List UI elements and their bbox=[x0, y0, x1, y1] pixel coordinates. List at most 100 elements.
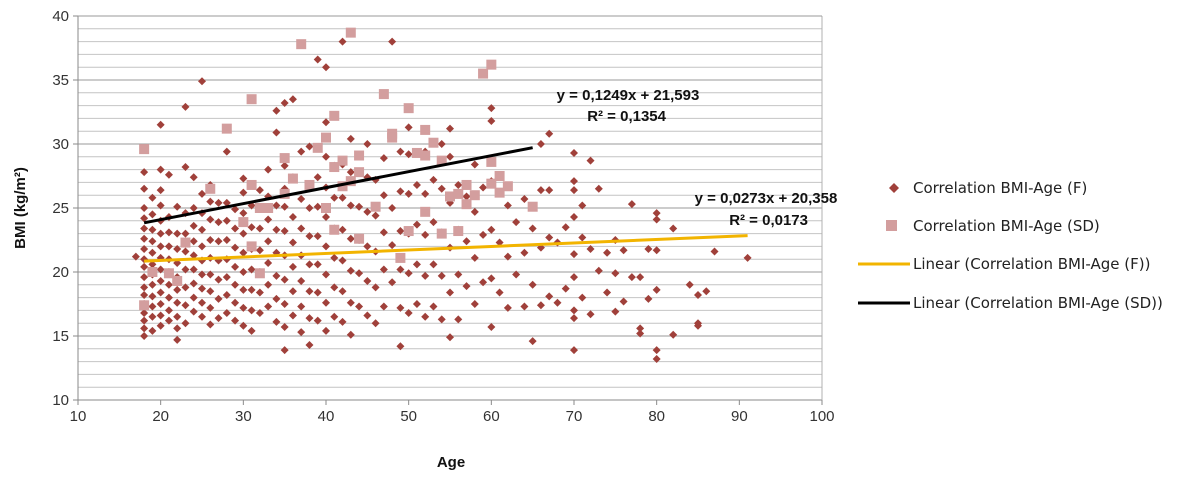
data-point-f bbox=[206, 215, 215, 224]
data-point-f bbox=[272, 201, 281, 210]
data-point-f bbox=[437, 184, 446, 193]
data-point-sd bbox=[469, 190, 480, 201]
data-point-f bbox=[255, 186, 264, 195]
data-point-f bbox=[140, 291, 149, 300]
data-point-f bbox=[520, 302, 529, 311]
data-point-f bbox=[636, 329, 645, 338]
data-point-f bbox=[206, 303, 215, 312]
data-point-f bbox=[140, 308, 149, 317]
data-point-f bbox=[156, 288, 165, 297]
data-point-f bbox=[313, 316, 322, 325]
data-point-f bbox=[156, 242, 165, 251]
data-point-f bbox=[164, 242, 173, 251]
data-point-f bbox=[140, 273, 149, 282]
data-point-f bbox=[173, 202, 182, 211]
data-point-f bbox=[570, 177, 578, 186]
data-point-sd bbox=[436, 228, 447, 239]
data-point-sd bbox=[403, 226, 414, 237]
data-point-f bbox=[644, 294, 653, 303]
data-point-f bbox=[305, 232, 314, 241]
data-point-f bbox=[371, 319, 380, 328]
x-tick-labels: 10 20 30 40 50 60 70 80 90 100 bbox=[70, 400, 835, 425]
data-point-f bbox=[396, 227, 405, 236]
data-point-f bbox=[198, 77, 206, 86]
x-tick-label: 90 bbox=[731, 408, 748, 425]
data-point-f bbox=[338, 37, 347, 46]
y-tick-label: 10 bbox=[52, 392, 69, 409]
data-point-sd bbox=[428, 137, 439, 148]
data-point-f bbox=[181, 283, 190, 292]
data-point-sd bbox=[287, 173, 298, 184]
data-point-f bbox=[404, 123, 413, 132]
data-point-f bbox=[412, 180, 421, 189]
data-point-f bbox=[206, 287, 215, 296]
data-point-f bbox=[330, 193, 339, 202]
data-point-sd bbox=[420, 150, 431, 161]
data-point-f bbox=[247, 223, 256, 232]
data-point-f bbox=[363, 311, 372, 320]
data-point-f bbox=[454, 270, 463, 279]
data-point-f bbox=[198, 284, 206, 293]
data-point-f bbox=[586, 244, 595, 253]
data-point-f bbox=[379, 228, 388, 237]
data-point-f bbox=[148, 248, 157, 257]
data-point-sd bbox=[279, 153, 290, 164]
data-point-f bbox=[536, 140, 545, 148]
legend-label-sd: Correlation BMI-Age (SD) bbox=[913, 217, 1100, 235]
data-point-sd bbox=[163, 268, 174, 279]
data-point-f bbox=[140, 283, 149, 292]
series-sd-points bbox=[139, 27, 538, 311]
data-point-f bbox=[288, 95, 297, 104]
data-point-f bbox=[536, 301, 545, 310]
data-point-f bbox=[429, 218, 438, 227]
x-tick-label: 60 bbox=[483, 408, 500, 425]
data-point-f bbox=[264, 237, 273, 246]
data-point-f bbox=[594, 266, 603, 275]
x-tick-label: 20 bbox=[152, 408, 169, 425]
data-point-sd bbox=[147, 267, 158, 277]
data-point-f bbox=[297, 302, 306, 311]
data-point-f bbox=[214, 218, 223, 227]
data-point-f bbox=[305, 314, 314, 323]
data-point-f bbox=[462, 192, 471, 201]
data-point-f bbox=[189, 204, 198, 212]
data-point-f bbox=[239, 268, 248, 276]
data-point-f bbox=[586, 310, 595, 319]
data-point-f bbox=[140, 262, 149, 271]
data-point-f bbox=[173, 229, 182, 238]
data-point-f bbox=[644, 244, 653, 253]
data-point-f bbox=[536, 186, 545, 195]
data-point-f bbox=[189, 307, 198, 316]
trendline-sd-r2: R² = 0,1354 bbox=[587, 108, 666, 125]
data-point-f bbox=[652, 209, 661, 218]
data-point-f bbox=[173, 244, 182, 253]
data-point-f bbox=[322, 298, 330, 307]
data-point-f bbox=[173, 324, 182, 333]
data-point-sd bbox=[296, 39, 307, 50]
data-point-sd bbox=[172, 275, 183, 286]
data-point-f bbox=[297, 276, 306, 285]
y-axis-title: BMI (kg/m²) bbox=[12, 167, 29, 249]
data-point-sd bbox=[445, 191, 455, 202]
data-point-f bbox=[313, 232, 322, 241]
data-point-f bbox=[264, 259, 273, 268]
data-point-f bbox=[214, 275, 223, 284]
data-point-f bbox=[396, 187, 405, 196]
data-point-f bbox=[206, 320, 215, 329]
data-point-f bbox=[148, 292, 157, 301]
data-point-sd bbox=[387, 132, 398, 143]
data-point-f bbox=[669, 330, 678, 339]
data-point-f bbox=[355, 302, 364, 311]
data-point-f bbox=[148, 312, 157, 321]
data-point-f bbox=[297, 147, 306, 156]
data-point-f bbox=[272, 317, 281, 326]
data-point-f bbox=[305, 142, 314, 151]
data-point-f bbox=[148, 302, 157, 311]
data-point-f bbox=[189, 237, 198, 246]
x-tick-label: 100 bbox=[809, 408, 834, 425]
data-point-f bbox=[148, 193, 157, 202]
data-point-f bbox=[280, 346, 289, 355]
data-point-f bbox=[454, 315, 463, 324]
data-point-f bbox=[198, 225, 206, 234]
data-point-sd bbox=[403, 103, 414, 114]
